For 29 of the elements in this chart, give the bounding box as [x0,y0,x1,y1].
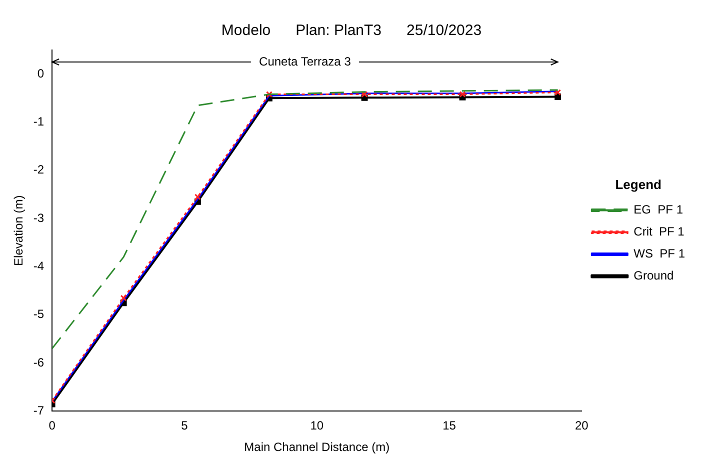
legend-label: Ground [634,268,674,283]
x-tick-label: 5 [181,418,188,433]
y-tick-label: -1 [33,114,44,129]
annotation: Cuneta Terraza 3 [259,54,352,68]
y-tick-label: -3 [33,210,44,225]
x-tick-label: 0 [48,418,56,433]
point [554,89,562,96]
point [266,91,272,98]
x-axis-title: Main Channel Distance (m) [244,440,390,454]
y-tick-label: -2 [33,162,44,177]
point [120,294,127,302]
y-tick-label: -5 [33,307,44,322]
legend-label: EG PF 1 [634,202,684,217]
y-axis-title: Elevation (m) [12,195,26,266]
point [194,194,201,200]
x-tick-label: 10 [310,418,324,433]
y-tick-label: 0 [37,66,44,80]
legend-title: Legend [615,176,662,192]
y-tick-label: -6 [33,355,44,370]
y-tick-label: -7 [33,404,44,418]
point [361,91,368,98]
legend-label: Crit PF 1 [634,224,685,239]
x-tick-label: 20 [574,418,589,433]
x-tick-label: 15 [442,418,456,433]
y-tick-label: -4 [33,259,44,274]
legend-label: WS PF 1 [634,246,686,261]
chart-title: Modelo Plan: PlanT3 25/10/2023 [221,22,482,40]
point [459,91,466,98]
line-series [52,89,559,350]
